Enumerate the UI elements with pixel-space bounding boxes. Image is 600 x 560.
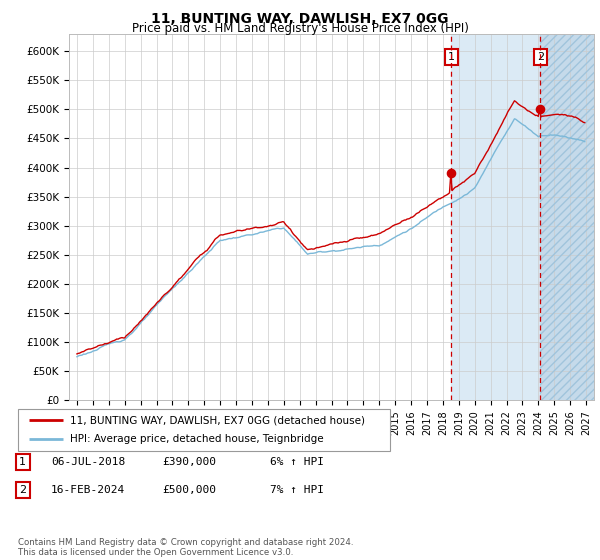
Text: 06-JUL-2018: 06-JUL-2018 bbox=[51, 457, 125, 467]
Text: 1: 1 bbox=[448, 52, 455, 62]
Text: 11, BUNTING WAY, DAWLISH, EX7 0GG (detached house): 11, BUNTING WAY, DAWLISH, EX7 0GG (detac… bbox=[70, 415, 365, 425]
Point bbox=[446, 169, 456, 178]
Text: 16-FEB-2024: 16-FEB-2024 bbox=[51, 485, 125, 495]
Text: Contains HM Land Registry data © Crown copyright and database right 2024.
This d: Contains HM Land Registry data © Crown c… bbox=[18, 538, 353, 557]
FancyBboxPatch shape bbox=[18, 409, 390, 451]
Text: 2: 2 bbox=[19, 485, 26, 495]
Text: 11, BUNTING WAY, DAWLISH, EX7 0GG: 11, BUNTING WAY, DAWLISH, EX7 0GG bbox=[151, 12, 449, 26]
Text: 6% ↑ HPI: 6% ↑ HPI bbox=[270, 457, 324, 467]
Point bbox=[535, 105, 545, 114]
Text: 1: 1 bbox=[19, 457, 26, 467]
Text: 7% ↑ HPI: 7% ↑ HPI bbox=[270, 485, 324, 495]
Text: HPI: Average price, detached house, Teignbridge: HPI: Average price, detached house, Teig… bbox=[70, 435, 324, 445]
Text: £390,000: £390,000 bbox=[162, 457, 216, 467]
Bar bbox=[451, 34, 540, 400]
Bar bbox=[540, 34, 594, 400]
Bar bbox=[540, 34, 594, 400]
Text: 2: 2 bbox=[536, 52, 544, 62]
Text: Price paid vs. HM Land Registry's House Price Index (HPI): Price paid vs. HM Land Registry's House … bbox=[131, 22, 469, 35]
Text: £500,000: £500,000 bbox=[162, 485, 216, 495]
